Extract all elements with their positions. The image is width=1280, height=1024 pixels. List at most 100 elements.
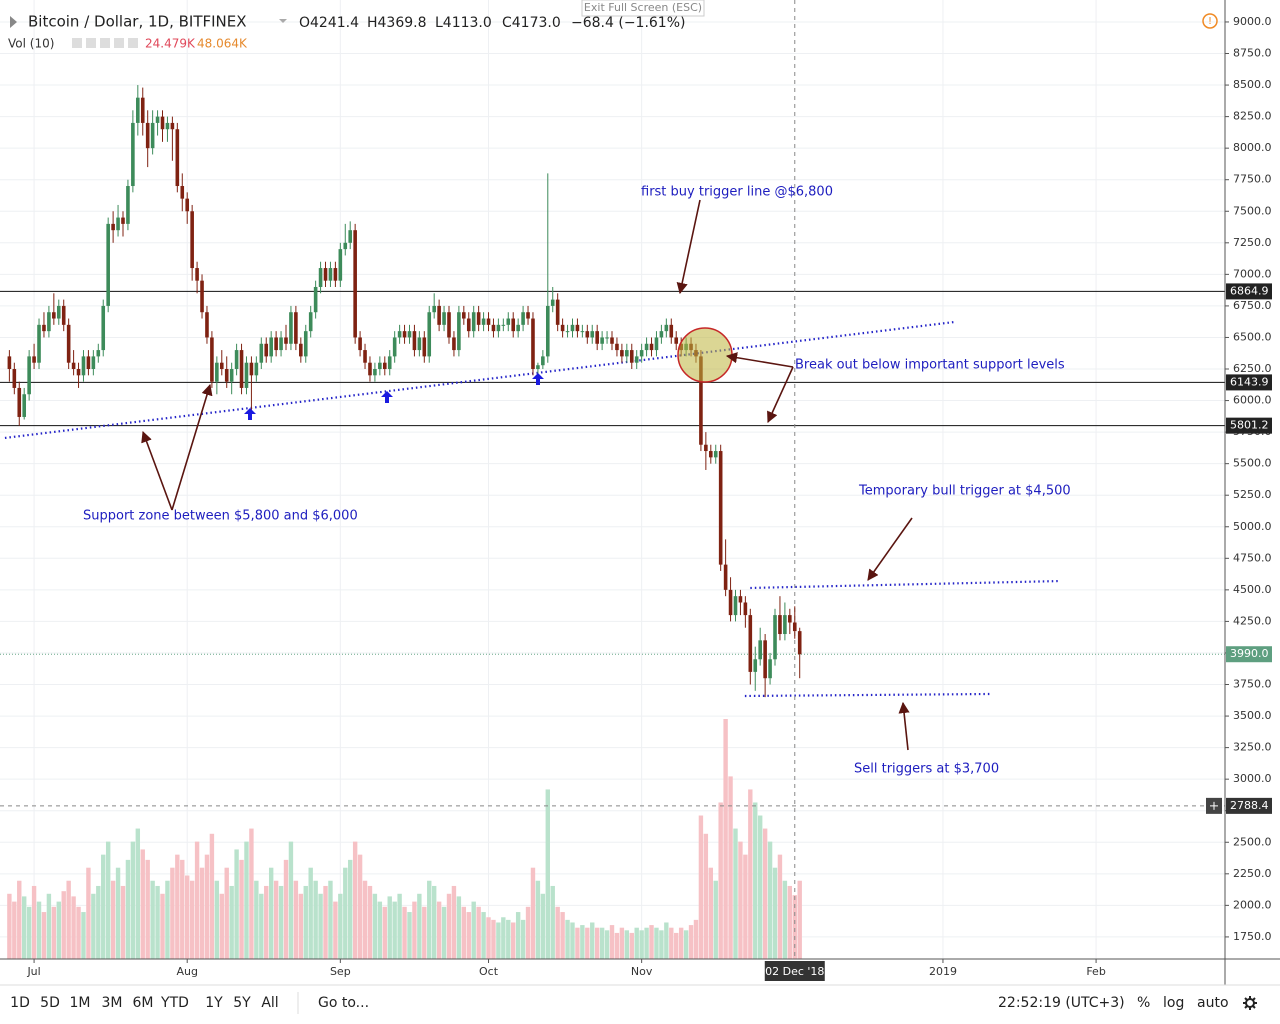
ohlc-low: L4113.0 [435, 15, 492, 31]
candle-body [634, 356, 639, 363]
y-tick-label: 7000.0 [1233, 267, 1272, 280]
alert-icon-glyph: ! [1208, 16, 1212, 27]
volume-bar [91, 893, 96, 959]
volume-bar [708, 867, 713, 959]
price-axis [1225, 0, 1280, 985]
interval-button[interactable]: 3M [102, 995, 123, 1011]
candle-body [121, 217, 125, 224]
volume-bar [189, 880, 195, 959]
last-price-box [1226, 646, 1272, 663]
clock: 22:52:19 (UTC+3) [998, 995, 1125, 1011]
volume-bar [392, 901, 397, 959]
candle-body [457, 312, 461, 351]
auto-button[interactable]: auto [1197, 995, 1229, 1011]
candle-body [155, 116, 160, 123]
interval-button[interactable]: 1Y [205, 995, 223, 1011]
candle-body [61, 305, 66, 325]
ohlc-high: H4369.8 [367, 15, 427, 31]
settings-icon[interactable] [1243, 996, 1257, 1010]
volume-bar [777, 854, 783, 959]
dropdown[interactable] [279, 19, 287, 23]
volume-bar [273, 880, 279, 959]
volume-bar [664, 922, 669, 959]
percent-button[interactable]: % [1137, 995, 1150, 1011]
alert-icon[interactable] [1202, 13, 1218, 29]
volume-bar [585, 927, 590, 959]
candle-body [200, 280, 204, 313]
volume-bar [120, 885, 126, 959]
candle-body [180, 186, 185, 199]
candle-body [126, 186, 130, 224]
candle-body [259, 343, 264, 363]
candle-body [560, 324, 565, 332]
volume-bar [570, 922, 575, 959]
candle-body [47, 312, 51, 332]
goto-button[interactable]: Go to... [318, 995, 369, 1011]
volume-bar [249, 828, 254, 959]
volume-bar [352, 841, 358, 959]
volume-bar [140, 849, 145, 959]
candle-body [550, 299, 555, 306]
volume-bar [431, 885, 437, 959]
volume-bar [436, 901, 442, 959]
exit-fullscreen[interactable] [581, 0, 705, 17]
volume-bar [471, 901, 476, 959]
volume-bar [530, 867, 536, 959]
log-button[interactable]: log [1163, 995, 1184, 1011]
candle-body [160, 116, 165, 130]
volume-bar [594, 927, 600, 959]
x-tick-label: Sep [330, 965, 351, 978]
pivot-markers [244, 373, 544, 420]
candle-body [442, 312, 446, 325]
y-tick-label: 2500.0 [1233, 835, 1272, 848]
legend-buttons[interactable] [72, 38, 138, 48]
volume-bar [145, 859, 150, 959]
candle-body [308, 312, 313, 332]
volume-bar [96, 885, 101, 959]
volume-bar [476, 906, 481, 959]
volume-bar [56, 901, 61, 959]
volume-bar [244, 841, 249, 959]
interval-button[interactable]: 1M [70, 995, 91, 1011]
volume-bar [170, 867, 175, 959]
volume-bar [590, 922, 595, 959]
volume-bar [654, 927, 659, 959]
candle-body [205, 312, 209, 338]
interval-button[interactable]: 5Y [233, 995, 251, 1011]
volume-bar [767, 841, 773, 959]
volume-bar [61, 891, 66, 959]
volume-bar [422, 906, 427, 959]
candle-body [788, 615, 792, 623]
candle-body [274, 337, 278, 351]
candle-body [753, 659, 758, 672]
candle-body [595, 331, 599, 344]
candle-body [91, 356, 96, 370]
candle-body [106, 223, 110, 306]
volume-bar [718, 802, 723, 959]
volume-bar [239, 859, 244, 959]
candle-body [699, 356, 703, 445]
volume-bar [308, 867, 313, 959]
candle-body [363, 350, 367, 363]
candle-body [42, 324, 46, 332]
volume-bar [71, 896, 76, 959]
candle-body [412, 331, 417, 351]
volume-bar [229, 885, 234, 959]
candle-body [545, 305, 550, 357]
y-tick-label: 4250.0 [1233, 614, 1272, 627]
interval-button[interactable]: 1D [10, 995, 30, 1011]
volume-bar [264, 885, 269, 959]
volume-value: 24.479K [145, 37, 196, 51]
interval-button[interactable]: All [261, 995, 278, 1011]
y-tick-label: 1750.0 [1233, 930, 1272, 943]
candle-body [664, 324, 669, 332]
candle-body [279, 337, 283, 351]
price-label: 6864.9 [1230, 284, 1269, 297]
volume-bar [753, 802, 758, 959]
interval-button[interactable]: 5D [40, 995, 60, 1011]
y-tick-label: 6000.0 [1233, 394, 1272, 407]
candle-body [407, 331, 412, 338]
interval-button[interactable]: 6M [133, 995, 154, 1011]
annotation: Break out below important support levels [795, 358, 1065, 373]
interval-button[interactable]: YTD [160, 995, 189, 1011]
